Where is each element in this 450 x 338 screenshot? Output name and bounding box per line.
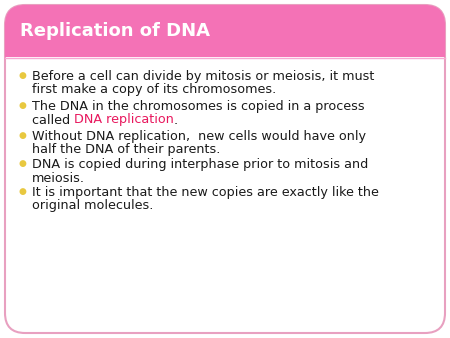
Text: ●: ● [18, 101, 26, 110]
Text: Replication of DNA: Replication of DNA [20, 22, 210, 40]
Text: called: called [32, 114, 74, 126]
Text: The DNA in the chromosomes is copied in a process: The DNA in the chromosomes is copied in … [32, 100, 365, 113]
Text: original molecules.: original molecules. [32, 199, 153, 213]
Text: ●: ● [18, 131, 26, 140]
Text: half the DNA of their parents.: half the DNA of their parents. [32, 144, 220, 156]
Text: Without DNA replication,  new cells would have only: Without DNA replication, new cells would… [32, 130, 366, 143]
Text: meiosis.: meiosis. [32, 171, 85, 185]
Text: DNA is copied during interphase prior to mitosis and: DNA is copied during interphase prior to… [32, 158, 368, 171]
Text: DNA replication: DNA replication [74, 114, 174, 126]
Text: ●: ● [18, 187, 26, 196]
FancyBboxPatch shape [5, 5, 445, 333]
Text: first make a copy of its chromosomes.: first make a copy of its chromosomes. [32, 83, 276, 97]
Bar [5, 37, 445, 57]
Text: It is important that the new copies are exactly like the: It is important that the new copies are … [32, 186, 379, 199]
Text: ●: ● [18, 71, 26, 80]
Text: .: . [174, 114, 178, 126]
Text: ●: ● [18, 159, 26, 168]
Text: Before a cell can divide by mitosis or meiosis, it must: Before a cell can divide by mitosis or m… [32, 70, 374, 83]
FancyBboxPatch shape [5, 5, 445, 57]
